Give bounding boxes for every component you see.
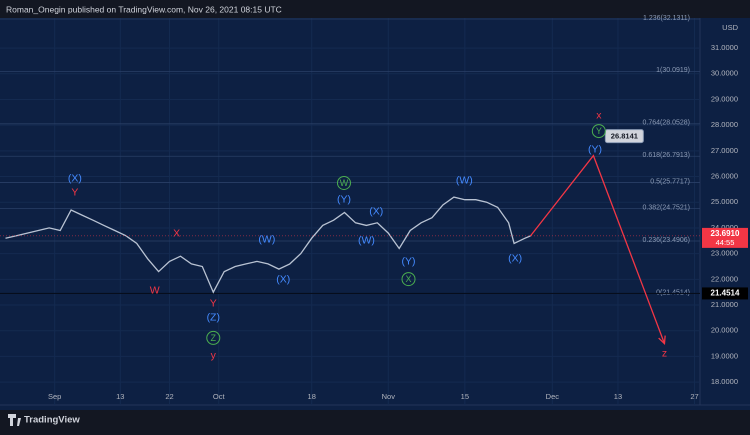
header-bar [0,0,750,18]
y-tick-label: 25.0000 [711,197,738,206]
y-tick-label: 31.0000 [711,43,738,52]
wave-label: x [596,109,602,121]
x-tick-label: Dec [546,392,560,401]
wave-circle [591,124,606,139]
logo [8,414,21,426]
x-tick-label: 18 [308,392,316,401]
y-tick-label: 20.0000 [711,326,738,335]
x-tick-label: 13 [614,392,622,401]
wave-label: (X) [276,273,290,285]
fib-label: 0.618(26.7913) [643,152,690,159]
callout-box [604,129,644,144]
wave-label: y [211,349,217,361]
wave-label: z [662,347,667,359]
projection-line [529,154,666,344]
wave-label: X [406,274,412,284]
wave-label: Y [71,186,78,198]
wave-circle [401,272,416,287]
arrow-head [658,335,666,345]
fib-label: 0(21.4514) [656,289,690,296]
y-tick-label: 22.0000 [711,274,738,283]
x-tick-label: Sep [48,392,61,401]
y-tick-label: 21.0000 [711,300,738,309]
last-price-label: 23.6910 [711,229,740,238]
y-tick-label: 27.0000 [711,146,738,155]
last-price-badge [702,227,748,248]
y-tick-label: 29.0000 [711,94,738,103]
fib-label: 0.236(23.4906) [643,237,690,244]
y-tick-label: 28.0000 [711,120,738,129]
x-tick-label: 27 [690,392,698,401]
fib-label: 0.5(25.7717) [650,178,690,185]
y-tick-label: 18.0000 [711,377,738,386]
wave-label: W [150,284,160,296]
level-price-label: 21.4514 [711,289,740,298]
x-tick-label: 13 [116,392,124,401]
wave-label: (W) [258,233,275,245]
x-tick-label: Oct [213,392,226,401]
callout-label: 26.8141 [611,132,638,141]
y-tick-label: 19.0000 [711,351,738,360]
wave-label: (X) [369,205,383,217]
price-line [5,196,531,294]
x-tick-label: 22 [165,392,173,401]
y-tick-label: 24.0000 [711,223,738,232]
wave-label: (X) [508,252,522,264]
wave-label: (Z) [207,311,220,323]
x-tick-label: 15 [461,392,469,401]
wave-label: Z [211,333,217,343]
countdown-label: 44:55 [716,238,735,247]
wave-label: (Y) [588,143,602,155]
wave-label: (W) [456,174,473,186]
fib-label: 0.382(24.7521) [643,204,690,211]
wave-circle [206,330,221,345]
level-price-badge [702,287,748,300]
y-tick-label: 30.0000 [711,69,738,78]
plot-background [0,18,750,410]
header-text: Roman_Onegin published on TradingView.co… [6,4,282,14]
wave-label: (X) [68,172,82,184]
fib-label: 1(30.0919) [656,67,690,74]
fib-label: 0.764(28.0528) [643,120,690,127]
footer-bar [0,410,750,430]
footer-text: TradingView [24,415,80,426]
y-tick-label: 26.0000 [711,172,738,181]
wave-label: Y [210,297,217,309]
wave-label: W [340,178,349,188]
wave-label: (W) [358,234,375,246]
y-tick-label: 23.0000 [711,249,738,258]
wave-label: Y [596,126,602,136]
wave-circle [336,175,351,190]
wave-label: X [173,227,180,239]
fib-label: 1.236(32.1311) [643,15,690,22]
currency-label: USD [722,23,738,32]
x-tick-label: Nov [382,392,396,401]
wave-label: (Y) [337,193,351,205]
wave-label: (Y) [402,255,416,267]
